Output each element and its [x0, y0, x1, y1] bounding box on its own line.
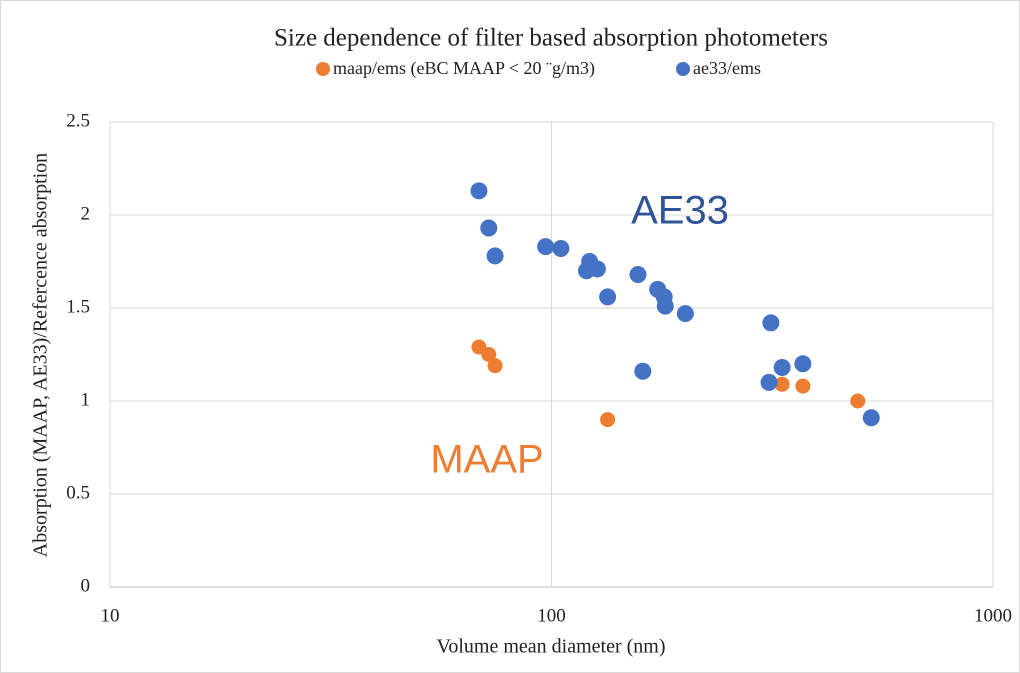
data-point — [760, 373, 778, 391]
annotation: AE33 — [631, 189, 729, 233]
data-point — [773, 359, 791, 377]
data-point — [774, 376, 790, 392]
x-tick-label: 1000 — [974, 605, 1012, 626]
data-point — [850, 393, 866, 409]
legend-marker — [316, 62, 330, 76]
data-point — [862, 409, 880, 427]
data-point — [629, 266, 647, 284]
y-tick-label: 1.5 — [66, 296, 90, 317]
y-tick-label: 0 — [81, 575, 91, 596]
annotation: MAAP — [430, 438, 543, 482]
y-tick-label: 1 — [81, 389, 91, 410]
data-point — [634, 362, 652, 380]
x-tick-label: 10 — [101, 605, 120, 626]
y-axis-label: Absorption (MAAP, AE33)/Refercence absor… — [30, 153, 52, 557]
data-point — [552, 239, 570, 257]
chart-title: Size dependence of filter based absorpti… — [274, 25, 828, 52]
y-tick-label: 2 — [81, 203, 91, 224]
data-point — [600, 412, 616, 428]
y-tick-label: 2.5 — [66, 110, 90, 131]
legend-label: maap/ems (eBC MAAP < 20 ¨g/m3) — [333, 58, 595, 79]
data-point — [588, 260, 606, 278]
data-point — [762, 314, 780, 332]
x-tick-label: 100 — [537, 605, 566, 626]
data-point — [486, 247, 504, 265]
legend-label: ae33/ems — [693, 58, 761, 78]
data-point — [795, 378, 811, 394]
data-point — [599, 288, 617, 306]
data-point — [794, 355, 812, 373]
x-axis-label: Volume mean diameter (nm) — [436, 636, 665, 658]
legend-marker — [676, 62, 690, 76]
data-point — [537, 238, 555, 256]
data-point — [470, 182, 488, 200]
data-point — [487, 358, 503, 374]
data-point — [480, 219, 498, 237]
y-tick-label: 0.5 — [66, 482, 90, 503]
data-point — [481, 347, 497, 362]
data-point — [656, 297, 674, 315]
data-point — [676, 305, 694, 323]
